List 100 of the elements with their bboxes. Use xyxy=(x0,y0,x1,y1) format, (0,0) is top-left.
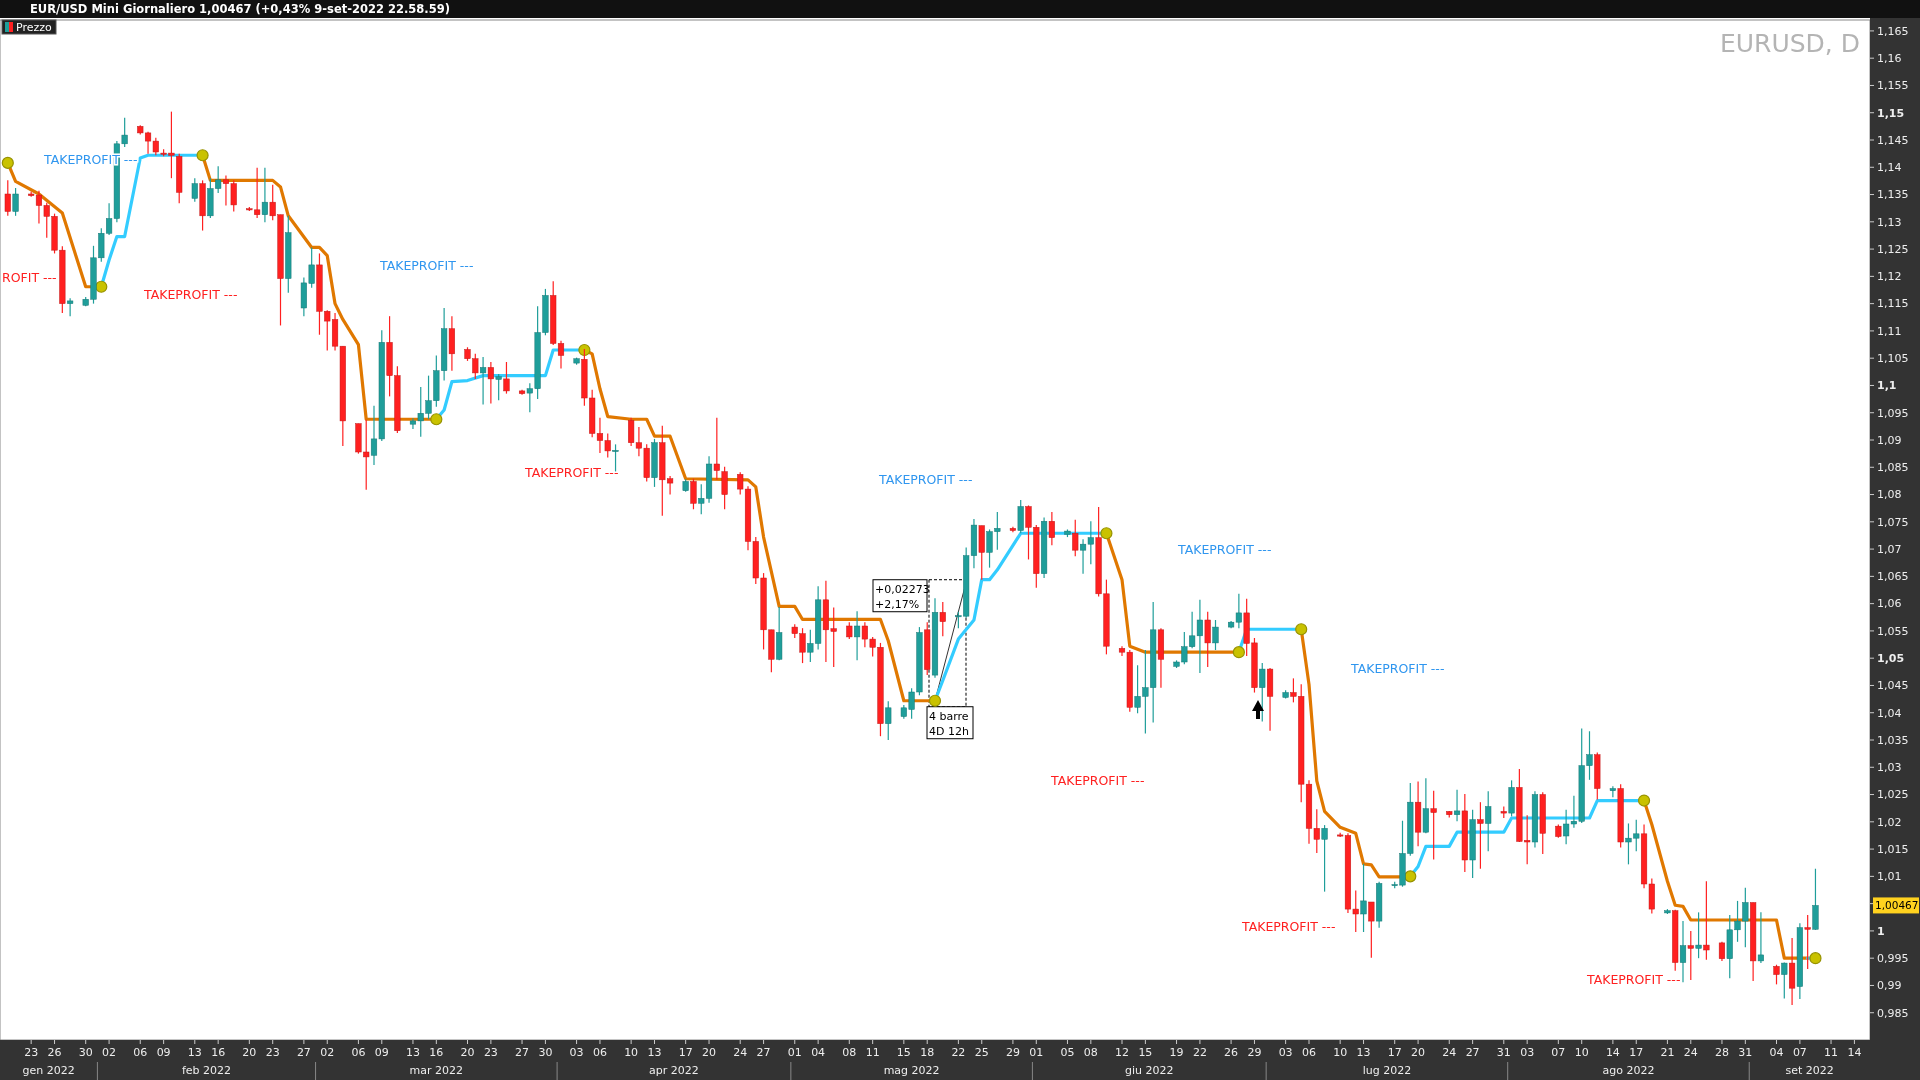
candlestick xyxy=(721,466,728,510)
y-tick-label: 1,115 xyxy=(1877,297,1909,311)
x-tick-label: 31 xyxy=(1738,1046,1753,1059)
x-tick-label: 13 xyxy=(187,1046,202,1059)
candlestick xyxy=(1072,519,1079,557)
annotation: TAKEPROFIT --- xyxy=(1177,542,1272,558)
y-tick-label: 1,15 xyxy=(1877,106,1905,120)
x-tick-label: 23 xyxy=(265,1046,280,1059)
candlestick xyxy=(261,167,268,223)
x-tick-label: 11 xyxy=(1824,1046,1839,1059)
x-tick-label: 21 xyxy=(1660,1046,1675,1059)
annotation: EURUSD, D xyxy=(1719,29,1860,58)
x-tick-label: 08 xyxy=(842,1046,857,1059)
y-tick-label: 1,11 xyxy=(1877,324,1902,338)
x-tick-label: 01 xyxy=(787,1046,802,1059)
x-tick-label: 05 xyxy=(1060,1046,1075,1059)
candlestick xyxy=(1687,930,1694,981)
x-tick-label: 24 xyxy=(1442,1046,1457,1059)
y-tick-label: 1,055 xyxy=(1877,624,1909,638)
y-tick-label: 1,05 xyxy=(1877,652,1905,666)
text: ago 2022 xyxy=(1602,1064,1655,1077)
y-tick-label: 1,04 xyxy=(1877,706,1902,720)
candlestick xyxy=(713,417,720,481)
text: giu 2022 xyxy=(1125,1064,1174,1077)
y-tick-label: 1,015 xyxy=(1877,842,1909,856)
annotation: +0,02273 xyxy=(875,582,930,596)
x-tick-label: 26 xyxy=(1224,1046,1239,1059)
point xyxy=(1637,794,1651,807)
candlestick xyxy=(67,297,74,317)
candlestick xyxy=(612,443,619,473)
candlestick xyxy=(1477,801,1484,870)
y-tick-label: 1,14 xyxy=(1877,161,1902,175)
annotation: +2,17% xyxy=(875,597,920,611)
x-tick-label: 13 xyxy=(1356,1046,1371,1059)
candlestick xyxy=(12,187,19,217)
candlestick xyxy=(487,361,494,405)
x-tick-label: 24 xyxy=(1683,1046,1698,1059)
candlestick xyxy=(1609,785,1616,798)
y-tick-label: 1,135 xyxy=(1877,188,1909,202)
y-tick-label: 1,125 xyxy=(1877,242,1909,256)
x-tick-label: 12 xyxy=(1115,1046,1129,1059)
x-tick-label: 23 xyxy=(24,1046,39,1059)
candlestick xyxy=(1368,901,1375,959)
x-tick-label: 06 xyxy=(351,1046,366,1059)
candlestick xyxy=(1804,914,1811,970)
x-tick-label: 17 xyxy=(1629,1046,1644,1059)
x-tick-label: 31 xyxy=(1496,1046,1511,1059)
x-tick-label: 15 xyxy=(1138,1046,1153,1059)
x-tick-label: 02 xyxy=(320,1046,335,1059)
annotation: TAKEPROFIT --- xyxy=(1350,661,1445,677)
candlestick xyxy=(1422,777,1429,834)
candlestick xyxy=(1204,611,1211,668)
x-tick-label: 03 xyxy=(569,1046,584,1059)
candlestick xyxy=(885,700,892,741)
candlestick xyxy=(1321,824,1328,893)
x-tick-label: 04 xyxy=(811,1046,826,1059)
x-tick-label: 09 xyxy=(374,1046,389,1059)
y-tick-label: 1 xyxy=(1877,924,1885,938)
point xyxy=(1404,870,1417,883)
x-tick-label: 02 xyxy=(102,1046,117,1059)
y-tick-label: 1,035 xyxy=(1877,733,1909,747)
candlestick xyxy=(1812,868,1819,931)
candlestick xyxy=(480,356,487,406)
x-tick-label: 14 xyxy=(1847,1046,1862,1059)
x-tick-label: 17 xyxy=(678,1046,693,1059)
x-tick-label: 27 xyxy=(1465,1046,1480,1059)
x-tick-label: 06 xyxy=(1302,1046,1316,1059)
text: gen 2022 xyxy=(22,1064,75,1077)
candlestick xyxy=(495,373,502,401)
annotation: ROFIT --- xyxy=(2,270,57,286)
x-tick-label: 27 xyxy=(515,1046,530,1059)
candlestick xyxy=(1430,790,1437,861)
y-tick-label: 1,165 xyxy=(1877,24,1909,38)
y-tick-label: 1,01 xyxy=(1877,870,1902,884)
legend-label: Prezzo xyxy=(16,21,53,34)
candlestick xyxy=(1757,911,1764,964)
x-tick-label: 10 xyxy=(624,1046,639,1059)
x-tick-label: 22 xyxy=(951,1046,966,1059)
candlestick xyxy=(1017,499,1024,534)
candlestick xyxy=(1212,619,1219,651)
candlestick xyxy=(191,177,198,203)
point xyxy=(196,149,209,162)
x-tick-label: 20 xyxy=(460,1046,475,1059)
annotation: TAKEPROFIT --- xyxy=(524,465,619,481)
y-tick-label: 1,025 xyxy=(1877,788,1909,802)
point xyxy=(95,280,108,293)
point xyxy=(928,694,942,707)
annotation: TAKEPROFIT --- xyxy=(878,472,973,488)
text: apr 2022 xyxy=(649,1064,699,1077)
x-tick-label: 09 xyxy=(156,1046,171,1059)
x-tick-label: 03 xyxy=(1520,1046,1535,1059)
x-tick-label: 28 xyxy=(1714,1046,1729,1059)
candlestick xyxy=(4,179,11,217)
chart-title: EUR/USD Mini Giornaliero 1,00467 (+0,43% 9-set-2022 22.58.59) xyxy=(30,2,450,16)
candlestick xyxy=(1773,964,1780,985)
x-tick-label: 03 xyxy=(1278,1046,1293,1059)
x-tick-label: 30 xyxy=(78,1046,93,1059)
x-tick-label: 30 xyxy=(538,1046,553,1059)
y-tick-label: 1,03 xyxy=(1877,761,1902,775)
x-tick-label: 06 xyxy=(133,1046,148,1059)
